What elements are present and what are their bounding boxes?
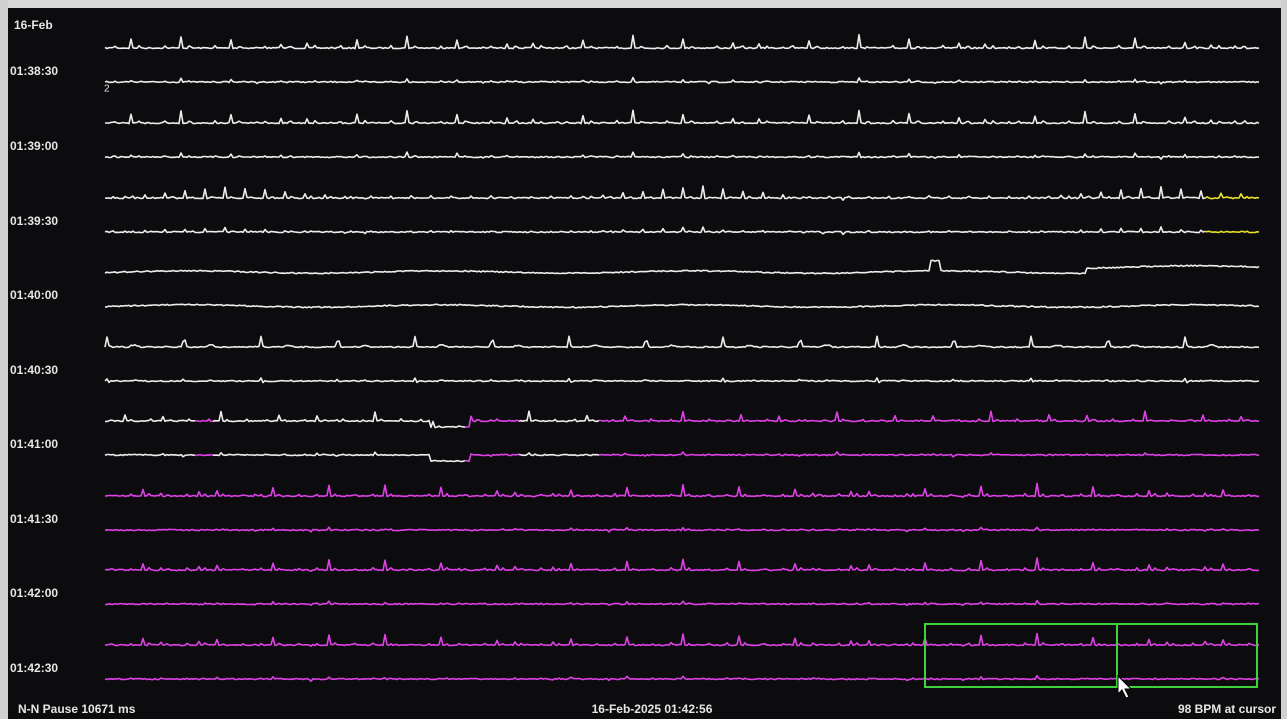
holter-screen: 16-Feb 2 01:38:30 01:39:00 01:39:30 01:40:0… <box>0 0 1287 719</box>
bezel-right <box>1281 0 1287 719</box>
channel-label: 2 <box>104 84 110 95</box>
bezel-left <box>0 0 8 719</box>
bezel-top <box>0 0 1287 8</box>
date-label: 16-Feb <box>14 18 53 32</box>
time-label: 01:42:00 <box>10 586 58 600</box>
footer-right: 98 BPM at cursor <box>1178 702 1276 716</box>
time-label: 01:41:00 <box>10 437 58 451</box>
time-label: 01:38:30 <box>10 64 58 78</box>
time-label: 01:40:30 <box>10 363 58 377</box>
time-label: 01:39:30 <box>10 214 58 228</box>
footer-center: 16-Feb-2025 01:42:56 <box>592 702 713 716</box>
time-label: 01:39:00 <box>10 139 58 153</box>
screen-background <box>0 0 1287 719</box>
time-label: 01:40:00 <box>10 288 58 302</box>
footer-left: N-N Pause 10671 ms <box>18 702 136 716</box>
time-label: 01:41:30 <box>10 512 58 526</box>
ecg-trace <box>195 455 213 456</box>
time-label: 01:42:30 <box>10 661 58 675</box>
